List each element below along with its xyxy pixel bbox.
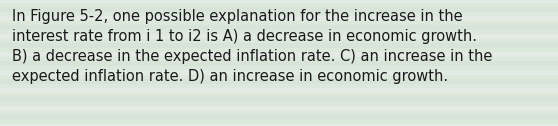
Text: In Figure 5-2, one possible explanation for the increase in the
interest rate fr: In Figure 5-2, one possible explanation … [12,9,493,84]
